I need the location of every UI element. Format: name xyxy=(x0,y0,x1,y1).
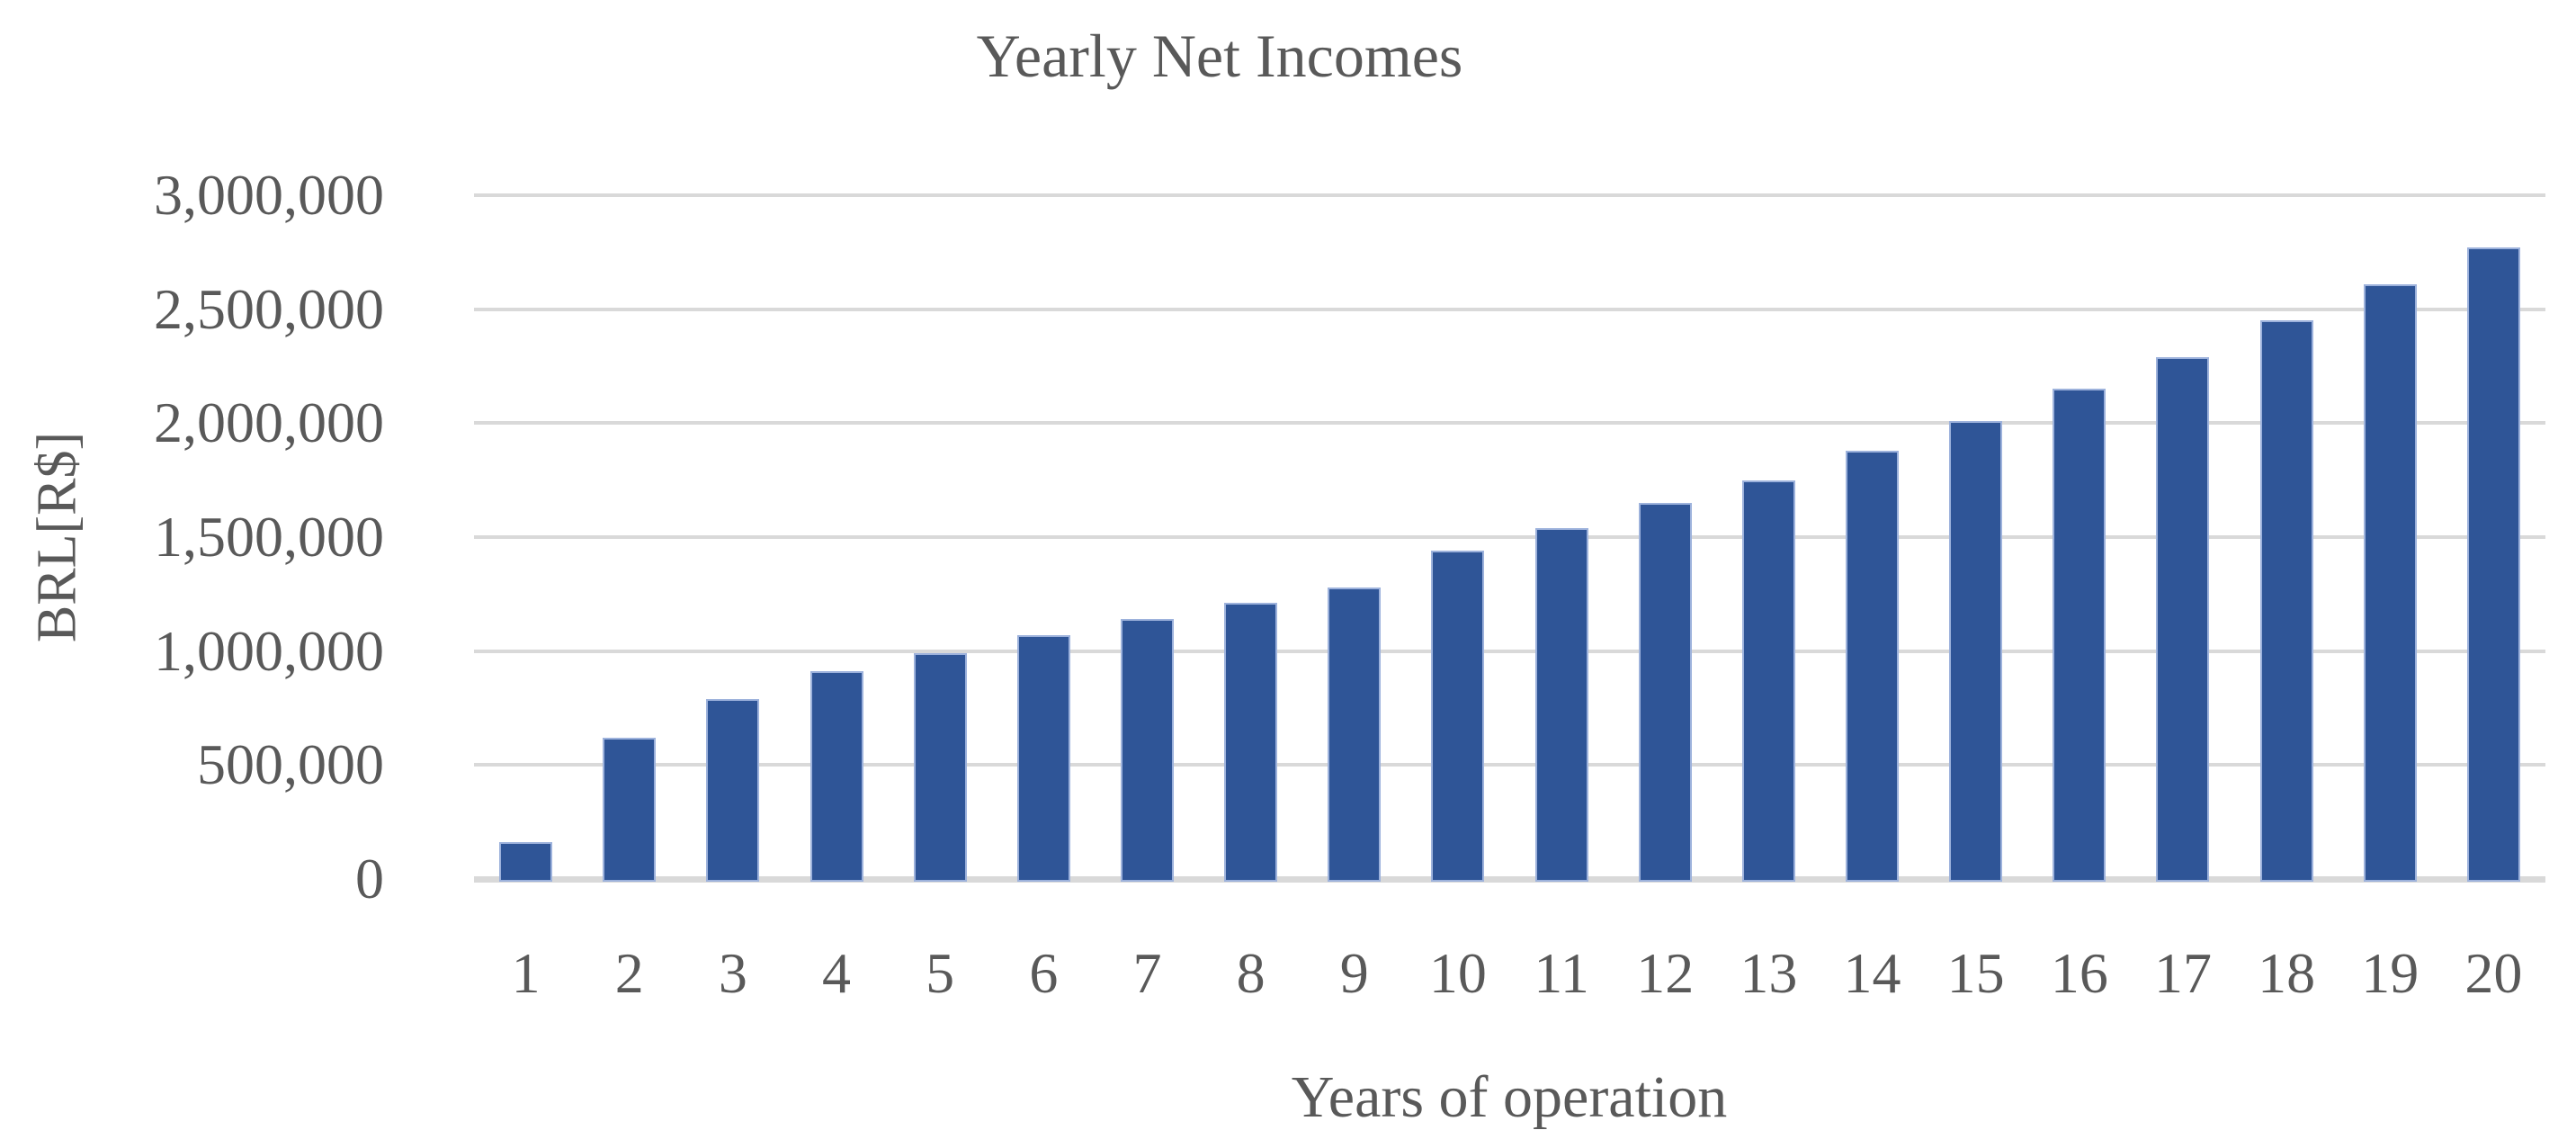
bar-year-6 xyxy=(1016,634,1070,882)
bar-year-9 xyxy=(1328,587,1382,882)
plot-area xyxy=(474,193,2545,883)
x-tick-label: 20 xyxy=(2464,941,2523,1005)
y-tick-label: 500,000 xyxy=(197,732,384,797)
bar-year-14 xyxy=(1846,450,1900,882)
y-tick-label: 1,000,000 xyxy=(154,618,384,683)
x-tick-label: 8 xyxy=(1236,941,1266,1005)
x-tick-label: 12 xyxy=(1636,941,1695,1005)
x-tick-label: 15 xyxy=(1946,941,2005,1005)
x-tick-label: 10 xyxy=(1428,941,1487,1005)
bar-year-11 xyxy=(1534,527,1588,882)
bar-year-3 xyxy=(706,698,760,882)
chart-title: Yearly Net Incomes xyxy=(976,22,1463,90)
x-axis-title: Years of operation xyxy=(1291,1064,1728,1130)
x-tick-label: 11 xyxy=(1534,941,1589,1005)
x-tick-label: 6 xyxy=(1029,941,1059,1005)
y-tick-label: 2,500,000 xyxy=(154,276,384,341)
bar-year-2 xyxy=(603,737,657,882)
bar-year-10 xyxy=(1431,551,1485,882)
bar-year-7 xyxy=(1120,619,1174,882)
bar-year-15 xyxy=(1949,420,2003,882)
bar-year-12 xyxy=(1638,503,1692,882)
x-tick-label: 14 xyxy=(1843,941,1901,1005)
bar-year-19 xyxy=(2363,283,2417,882)
bar-year-5 xyxy=(913,653,967,882)
gridline xyxy=(474,535,2545,539)
bar-year-18 xyxy=(2259,320,2313,882)
bar-year-20 xyxy=(2466,247,2520,882)
x-tick-label: 1 xyxy=(511,941,541,1005)
gridline xyxy=(474,763,2545,767)
bar-year-16 xyxy=(2053,389,2106,882)
bar-year-1 xyxy=(499,842,553,882)
gridline xyxy=(474,307,2545,311)
x-tick-label: 5 xyxy=(926,941,955,1005)
y-tick-label: 0 xyxy=(355,847,384,910)
bar-year-17 xyxy=(2156,356,2210,882)
x-tick-label: 18 xyxy=(2258,941,2316,1005)
x-tick-label: 16 xyxy=(2050,941,2108,1005)
bar-year-13 xyxy=(1741,480,1795,882)
y-tick-label: 1,500,000 xyxy=(154,505,384,569)
x-tick-label: 2 xyxy=(614,941,644,1005)
gridline xyxy=(474,421,2545,426)
bar-year-8 xyxy=(1224,603,1278,882)
x-tick-label: 9 xyxy=(1339,941,1369,1005)
x-tick-label: 3 xyxy=(718,941,747,1005)
x-tick-label: 13 xyxy=(1740,941,1798,1005)
x-tick-label: 4 xyxy=(822,941,852,1005)
y-tick-label: 2,000,000 xyxy=(154,390,384,455)
x-axis-line xyxy=(474,875,2545,883)
bar-year-4 xyxy=(809,671,863,882)
gridline xyxy=(474,193,2545,197)
x-tick-label: 7 xyxy=(1132,941,1162,1005)
x-tick-label: 19 xyxy=(2361,941,2419,1005)
x-tick-label: 17 xyxy=(2153,941,2212,1005)
y-tick-label: 3,000,000 xyxy=(154,163,384,227)
gridline xyxy=(474,649,2545,653)
